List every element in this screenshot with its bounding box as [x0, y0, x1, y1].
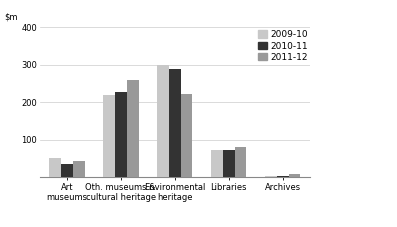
Bar [115, 92, 127, 177]
Bar [127, 80, 139, 177]
Bar [235, 147, 247, 177]
Bar [289, 174, 301, 177]
Bar [211, 150, 223, 177]
Text: $m: $m [5, 12, 18, 21]
Bar [157, 65, 169, 177]
Bar [103, 95, 115, 177]
Bar [181, 94, 193, 177]
Bar [277, 176, 289, 177]
Bar [265, 176, 277, 177]
Legend: 2009-10, 2010-11, 2011-12: 2009-10, 2010-11, 2011-12 [258, 30, 308, 62]
Bar [61, 164, 73, 177]
Bar [169, 69, 181, 177]
Bar [49, 158, 61, 177]
Bar [223, 150, 235, 177]
Bar [73, 161, 85, 177]
